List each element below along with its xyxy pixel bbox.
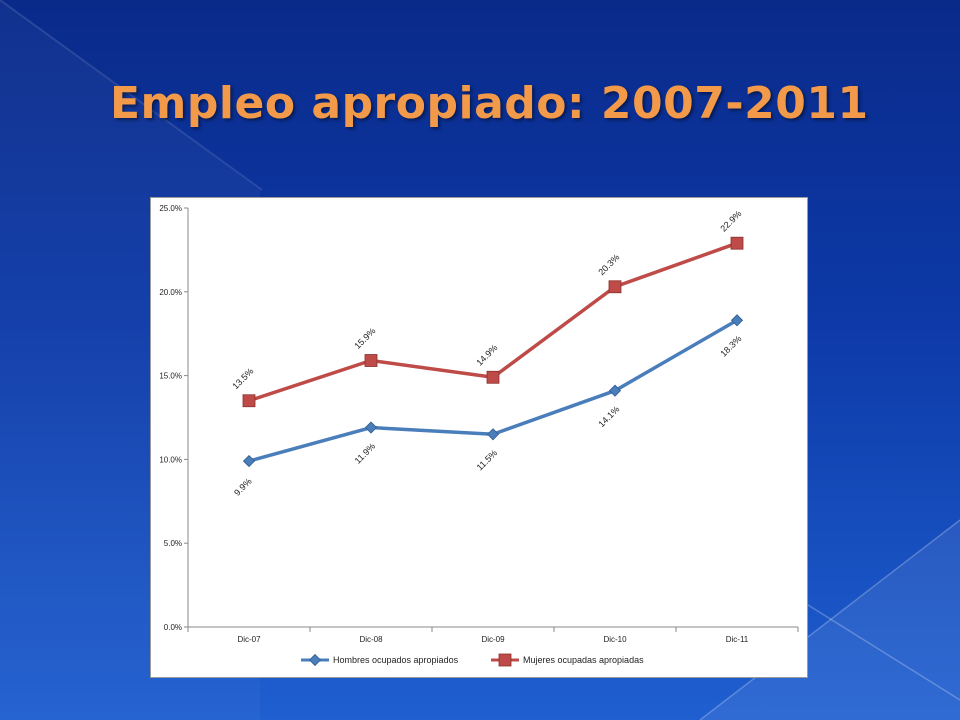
data-label: 9.9% xyxy=(232,476,254,498)
data-point xyxy=(486,370,500,384)
line-chart: 0.0% 5.0% 10.0% 15.0% 20.0% 25.0% Dic-07 Dic-08… xyxy=(159,204,799,667)
x-tick-label: Dic-09 xyxy=(481,635,505,644)
y-tick-label: 0.0% xyxy=(164,623,182,632)
legend-entry: Mujeres ocupadas apropiadas xyxy=(491,653,644,667)
chart-frame: 0.0% 5.0% 10.0% 15.0% 20.0% 25.0% Dic-07 Dic-08… xyxy=(150,197,808,678)
data-point xyxy=(364,354,378,367)
data-point xyxy=(242,394,256,408)
data-label: 11.9% xyxy=(353,441,378,466)
y-tick-label: 15.0% xyxy=(159,372,182,381)
data-point xyxy=(364,421,378,434)
data-label: 11.5% xyxy=(475,448,500,473)
data-point xyxy=(730,236,744,250)
x-tick-label: Dic-08 xyxy=(359,635,383,644)
data-point xyxy=(486,428,500,441)
legend-marker xyxy=(498,653,512,667)
x-tick-label: Dic-07 xyxy=(237,635,261,644)
data-point xyxy=(608,280,622,294)
data-label: 22.9% xyxy=(718,209,743,234)
data-label: 14.9% xyxy=(474,343,499,368)
y-tick-label: 10.0% xyxy=(159,455,182,464)
y-tick-label: 20.0% xyxy=(159,288,182,297)
data-label: 13.5% xyxy=(230,366,255,391)
legend-marker xyxy=(308,653,322,667)
data-label: 20.3% xyxy=(596,252,621,277)
data-point xyxy=(608,384,622,397)
legend-entry: Hombres ocupados apropiados xyxy=(301,653,459,667)
data-label: 14.1% xyxy=(596,404,621,429)
x-tick-label: Dic-11 xyxy=(726,635,749,644)
y-tick-label: 5.0% xyxy=(164,539,182,548)
slide-title: Empleo apropiado: 2007-2011 xyxy=(110,78,869,129)
data-label: 18.3% xyxy=(718,334,743,359)
x-tick-label: Dic-10 xyxy=(603,635,627,644)
legend-label: Hombres ocupados apropiados xyxy=(333,655,459,665)
data-point xyxy=(242,455,256,468)
data-point xyxy=(730,314,744,327)
y-tick-label: 25.0% xyxy=(159,204,182,213)
legend-label: Mujeres ocupadas apropiadas xyxy=(523,655,644,665)
data-label: 15.9% xyxy=(352,326,377,351)
